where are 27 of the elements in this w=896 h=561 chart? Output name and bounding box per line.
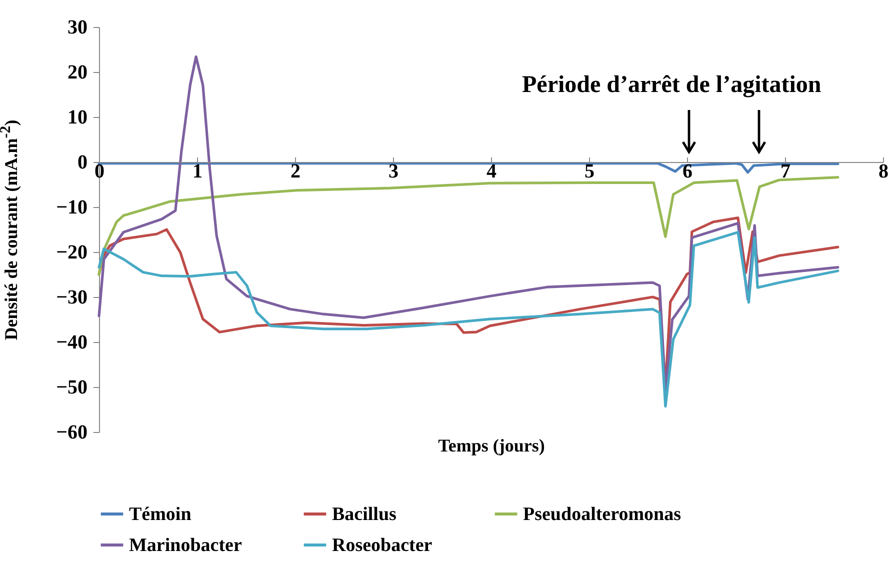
x-axis-title: Temps (jours): [438, 436, 545, 456]
y-tick-label: −20: [56, 242, 88, 264]
line-series: [98, 176, 840, 276]
legend-label: Roseobacter: [332, 535, 433, 556]
x-tick-label: 8: [878, 160, 888, 182]
x-tick-label: 6: [682, 160, 692, 182]
y-tick-label: −30: [56, 286, 88, 308]
legend-label: Bacillus: [332, 504, 396, 525]
annotation: Période d’arrêt de l’agitation: [522, 72, 822, 99]
x-tick-label: 7: [780, 160, 790, 182]
y-tick-label: 10: [68, 106, 88, 128]
legend-label: Témoin: [129, 504, 192, 525]
line-series: [98, 230, 840, 408]
x-tick-label: 5: [584, 160, 594, 182]
x-tick-label: 1: [192, 160, 202, 182]
y-tick-label: 20: [68, 62, 88, 84]
x-tick-label: 0: [94, 160, 104, 182]
y-tick-label: 30: [68, 16, 88, 38]
legend-label: Marinobacter: [129, 535, 242, 556]
y-tick-label: −10: [56, 196, 88, 218]
x-tick-label: 2: [290, 160, 300, 182]
legend-label: Pseudoalteromonas: [523, 504, 681, 525]
x-tick-label: 4: [486, 160, 496, 182]
x-tick-label: 3: [388, 160, 398, 182]
y-tick-label: −60: [56, 422, 88, 444]
y-tick-label: −50: [56, 376, 88, 398]
y-tick-label: −40: [56, 332, 88, 354]
